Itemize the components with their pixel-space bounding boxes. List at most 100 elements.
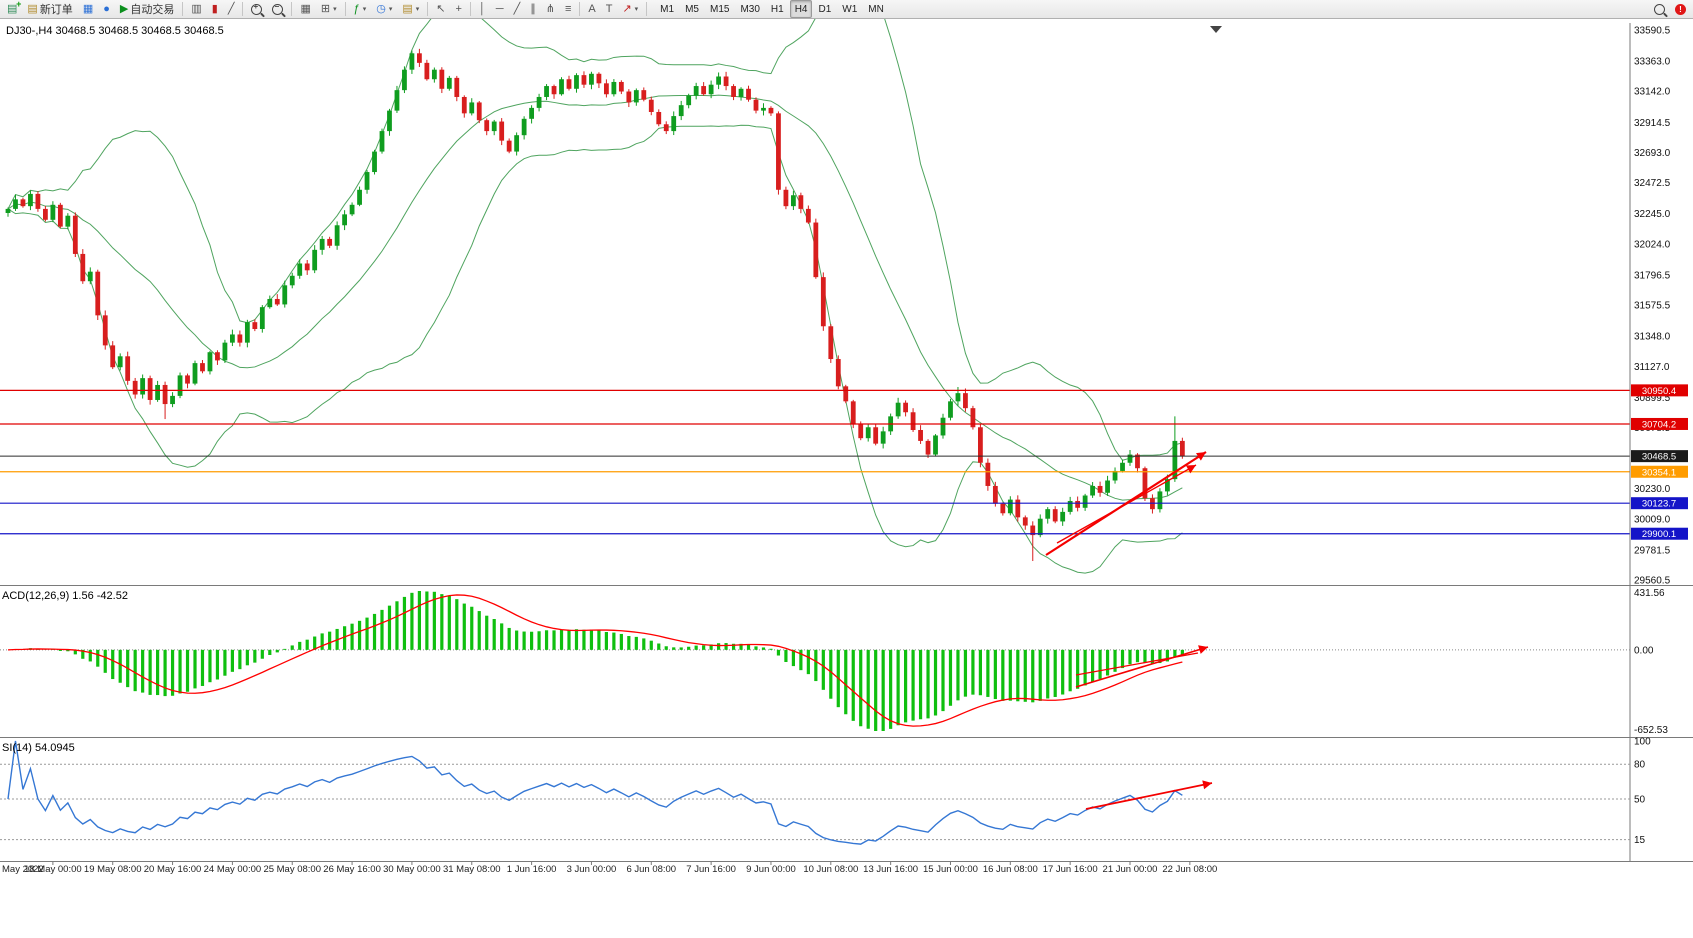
timeframe-h4[interactable]: H4 bbox=[789, 0, 813, 18]
svg-text:100: 100 bbox=[1634, 737, 1651, 748]
plus-icon: + bbox=[16, 0, 22, 9]
channel-button[interactable]: ∥ bbox=[526, 0, 540, 18]
svg-text:29781.5: 29781.5 bbox=[1634, 545, 1671, 556]
macd-signal-line bbox=[7, 594, 1183, 727]
templates-button[interactable]: ▤ ▾ bbox=[398, 0, 423, 18]
svg-text:30009.0: 30009.0 bbox=[1634, 514, 1671, 525]
line-chart-button[interactable]: ╱ bbox=[224, 0, 239, 18]
svg-text:9 Jun 00:00: 9 Jun 00:00 bbox=[746, 864, 796, 875]
chevron-down-icon: ▾ bbox=[333, 6, 337, 13]
candles-chart-button[interactable]: ▮ bbox=[208, 0, 222, 18]
zoom-in-icon: + bbox=[251, 2, 263, 15]
macd-pane[interactable] bbox=[0, 591, 1630, 731]
svg-text:33590.5: 33590.5 bbox=[1634, 26, 1671, 37]
bars-chart-button[interactable]: ▥ bbox=[187, 0, 205, 18]
svg-text:21 Jun 00:00: 21 Jun 00:00 bbox=[1103, 864, 1158, 875]
svg-text:7 Jun 16:00: 7 Jun 16:00 bbox=[686, 864, 736, 875]
svg-text:-652.53: -652.53 bbox=[1634, 725, 1668, 736]
chevron-down-icon: ▾ bbox=[362, 6, 367, 13]
text-label-button[interactable]: T bbox=[602, 0, 617, 18]
timeframe-m30[interactable]: M30 bbox=[740, 3, 760, 15]
indicators-icon: ƒ bbox=[353, 2, 360, 15]
svg-text:6 Jun 08:00: 6 Jun 08:00 bbox=[626, 864, 676, 875]
svg-text:32024.0: 32024.0 bbox=[1634, 239, 1671, 250]
vertical-line-icon: │ bbox=[478, 2, 486, 15]
price-badge bbox=[1631, 527, 1688, 540]
candlestick-series bbox=[5, 48, 1185, 562]
channel-icon: ∥ bbox=[530, 2, 536, 15]
timeframe-d1[interactable]: D1 bbox=[818, 3, 832, 15]
timeframe-mn[interactable]: MN bbox=[868, 3, 884, 15]
svg-text:19 May 08:00: 19 May 08:00 bbox=[84, 864, 142, 875]
svg-text:30468.5: 30468.5 bbox=[1642, 452, 1676, 463]
timeframe-h1[interactable]: H1 bbox=[770, 3, 784, 15]
toolbar-separator bbox=[182, 2, 184, 16]
svg-text:31796.5: 31796.5 bbox=[1634, 270, 1671, 281]
search-icon bbox=[1654, 3, 1665, 15]
fibonacci-button[interactable]: ≡ bbox=[561, 0, 575, 18]
shift-marker[interactable] bbox=[1210, 26, 1222, 33]
chart-svg[interactable]: 33590.5 33363.0 33142.0 32914.5 32693.0 32472… bbox=[0, 19, 1693, 938]
charts-button[interactable]: ▦ bbox=[79, 0, 97, 18]
vertical-line-button[interactable]: │ bbox=[475, 0, 490, 18]
horizontal-lines[interactable] bbox=[0, 389, 1630, 535]
new-chart-button[interactable]: ▤ + bbox=[3, 0, 21, 18]
profile-button[interactable]: ● bbox=[99, 0, 114, 18]
chevron-down-icon: ▾ bbox=[388, 6, 393, 13]
bars-chart-icon: ▥ bbox=[191, 2, 202, 15]
cascade-windows-button[interactable]: ⊞ ▾ bbox=[317, 0, 341, 18]
shapes-button[interactable]: ↗ ▾ bbox=[618, 0, 642, 18]
new-chart-icon: ▤ bbox=[7, 3, 18, 15]
cursor-icon: ↖ bbox=[436, 2, 446, 15]
trend-arrows[interactable] bbox=[1045, 451, 1213, 810]
timeframe-m15[interactable]: M15 bbox=[709, 3, 730, 15]
toolbar-separator bbox=[579, 2, 581, 16]
svg-text:29900.1: 29900.1 bbox=[1642, 529, 1676, 540]
svg-text:31 May 08:00: 31 May 08:00 bbox=[443, 864, 501, 875]
chevron-down-icon: ▾ bbox=[634, 6, 639, 13]
chart-area[interactable]: 33590.5 33363.0 33142.0 32914.5 32693.0 32472… bbox=[0, 19, 1693, 938]
timeframe-m5[interactable]: M5 bbox=[685, 3, 699, 15]
order-doc-icon: ▤ bbox=[27, 2, 38, 15]
toolbar-separator bbox=[344, 2, 346, 16]
svg-text:16 Jun 08:00: 16 Jun 08:00 bbox=[983, 864, 1038, 875]
pitchfork-button[interactable]: ⋔ bbox=[542, 0, 559, 18]
timeframe-m1[interactable]: M1 bbox=[660, 3, 675, 15]
cursor-button[interactable]: ↖ bbox=[432, 0, 449, 18]
profile-icon: ● bbox=[103, 2, 110, 15]
text-button[interactable]: A bbox=[584, 0, 599, 18]
chevron-down-icon: ▾ bbox=[415, 6, 420, 13]
svg-text:20 May 16:00: 20 May 16:00 bbox=[144, 864, 202, 875]
zoom-in-button[interactable]: + bbox=[247, 0, 266, 18]
cascade-windows-icon: ⊞ bbox=[320, 2, 331, 15]
periods-button[interactable]: ◷ ▾ bbox=[372, 0, 396, 18]
toolbar-separator bbox=[469, 2, 471, 16]
trend-arrow-macd bbox=[1075, 646, 1209, 688]
svg-text:33142.0: 33142.0 bbox=[1634, 87, 1671, 98]
indicators-button[interactable]: ƒ ▾ bbox=[350, 0, 371, 18]
main-chart-pane[interactable] bbox=[0, 19, 1630, 574]
rsi-pane[interactable] bbox=[0, 740, 1630, 845]
price-badge bbox=[1631, 450, 1688, 463]
play-icon: ▶ bbox=[119, 2, 129, 15]
charts-grid-icon: ▦ bbox=[82, 2, 94, 15]
search-button[interactable] bbox=[1650, 0, 1669, 18]
crosshair-icon: + bbox=[455, 2, 462, 15]
toolbar-separator bbox=[291, 2, 293, 16]
svg-text:25 May 08:00: 25 May 08:00 bbox=[263, 864, 321, 875]
svg-text:30354.1: 30354.1 bbox=[1642, 467, 1676, 478]
toolbar: ▤ + ▤ 新订单 ▦ ● ▶ 自动交易 ▥ ▮ ╱ + − ▦ ⊞ ▾ ƒ ▾ ◷ ▾… bbox=[0, 0, 1693, 19]
tile-windows-icon: ▦ bbox=[300, 2, 311, 15]
crosshair-button[interactable]: + bbox=[451, 0, 465, 18]
svg-text:29560.5: 29560.5 bbox=[1634, 576, 1671, 587]
timeframe-w1[interactable]: W1 bbox=[842, 3, 858, 15]
new-order-button[interactable]: ▤ 新订单 bbox=[23, 0, 76, 18]
trendline-button[interactable]: ╱ bbox=[510, 0, 525, 18]
zoom-out-button[interactable]: − bbox=[268, 0, 287, 18]
notification-button[interactable]: ! bbox=[1671, 0, 1690, 18]
auto-trading-button[interactable]: ▶ 自动交易 bbox=[116, 0, 178, 18]
horizontal-line-button[interactable]: ─ bbox=[492, 0, 508, 18]
svg-text:30123.7: 30123.7 bbox=[1642, 499, 1676, 510]
tile-windows-button[interactable]: ▦ bbox=[296, 0, 314, 18]
